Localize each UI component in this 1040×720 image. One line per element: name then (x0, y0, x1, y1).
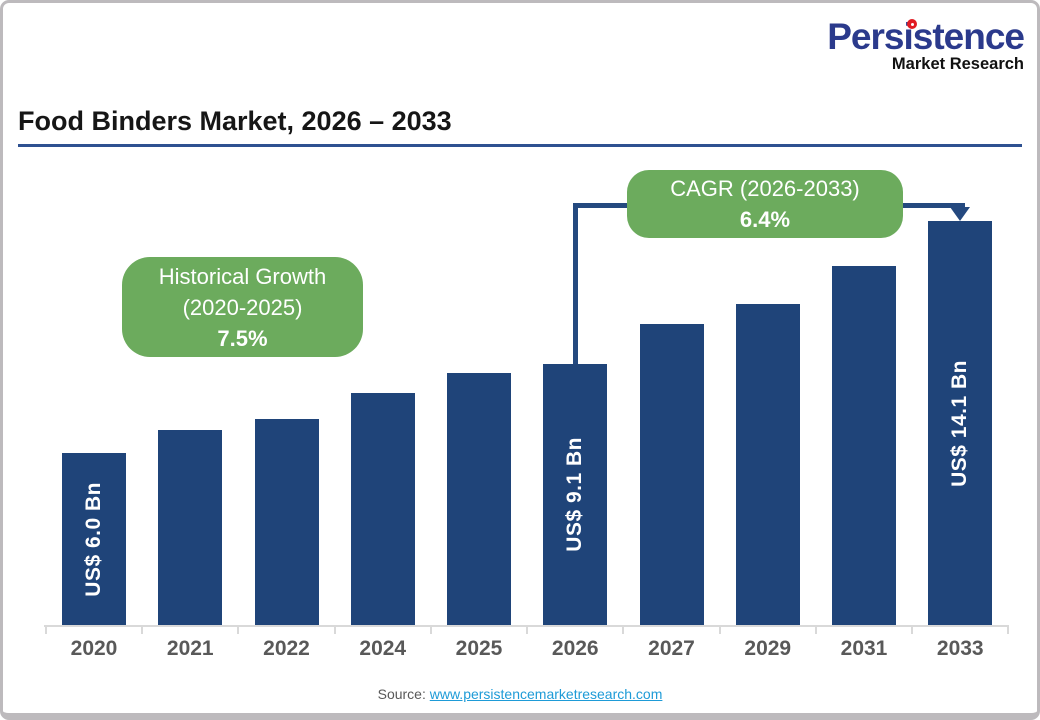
bar-2029 (735, 304, 800, 625)
logo-brand-word: Persistence (827, 16, 1025, 57)
x-axis-tick (237, 627, 240, 634)
x-axis-label-2026: 2026 (551, 637, 599, 660)
x-axis-tick (526, 627, 529, 634)
connector-vertical-from (572, 203, 578, 364)
bar-value-label-2020: US$ 6.0 Bn (82, 481, 105, 597)
x-axis-label-2029: 2029 (744, 637, 792, 660)
x-axis-label-2027: 2027 (648, 637, 695, 660)
x-axis-label-2033: 2033 (936, 637, 984, 660)
x-axis-tick (44, 627, 47, 634)
historical-growth-value: 7.5% (217, 325, 268, 351)
historical-growth-badge: Historical Growth (2020-2025) 7.5% (122, 257, 363, 357)
bar-value-label-2026: US$ 9.1 Bn (563, 437, 587, 552)
bar-2025 (447, 373, 511, 625)
source-label: Source: (377, 686, 426, 702)
x-axis-tick (141, 627, 144, 634)
x-axis-tick (333, 627, 336, 634)
logo-brand-text: Persistence (827, 16, 1025, 57)
x-axis-tick (814, 627, 817, 634)
x-axis-tick (622, 627, 625, 634)
bar-2031 (832, 266, 896, 625)
bar-2027 (639, 324, 704, 625)
source-link[interactable]: www.persistencemarketresearch.com (429, 686, 663, 702)
bar-2020: US$ 6.0 Bn (62, 453, 126, 625)
persistence-market-research-logo: Persistence Market Research (827, 16, 1025, 74)
title-underline (18, 144, 1022, 147)
connector-vertical-to (957, 203, 963, 208)
cagr-label: CAGR (2026-2033) (670, 176, 860, 201)
historical-growth-period: (2020-2025) (182, 294, 303, 320)
connector-arrowhead-icon (950, 207, 971, 221)
cagr-badge: CAGR (2026-2033) 6.4% (627, 170, 903, 238)
x-axis-tick (911, 627, 914, 634)
bar-2026: US$ 9.1 Bn (543, 364, 608, 625)
page-title: Food Binders Market, 2026 – 2033 (18, 106, 452, 136)
x-axis-tick (718, 627, 721, 634)
logo-subtitle: Market Research (891, 55, 1024, 73)
bar-2024 (350, 393, 415, 625)
bar-2022 (254, 419, 319, 625)
x-axis-label-2022: 2022 (263, 637, 310, 660)
x-axis-line (44, 625, 1009, 627)
source-line: Source: www.persistencemarketresearch.co… (0, 686, 1040, 702)
x-axis-tick (429, 627, 432, 634)
cagr-value: 6.4% (739, 207, 791, 232)
x-axis-label-2020: 2020 (70, 637, 118, 660)
logo-red-dot-icon (907, 19, 918, 29)
x-axis-label-2021: 2021 (166, 637, 214, 660)
x-axis-label-2024: 2024 (359, 637, 407, 660)
x-axis-label-2025: 2025 (455, 637, 503, 660)
bar-value-label-2033: US$ 14.1 Bn (948, 359, 972, 487)
x-axis-label-2031: 2031 (840, 637, 888, 660)
bar-2021 (158, 430, 223, 625)
bar-2033: US$ 14.1 Bn (928, 221, 993, 625)
x-axis-tick (1007, 627, 1010, 634)
historical-growth-label: Historical Growth (158, 263, 327, 289)
